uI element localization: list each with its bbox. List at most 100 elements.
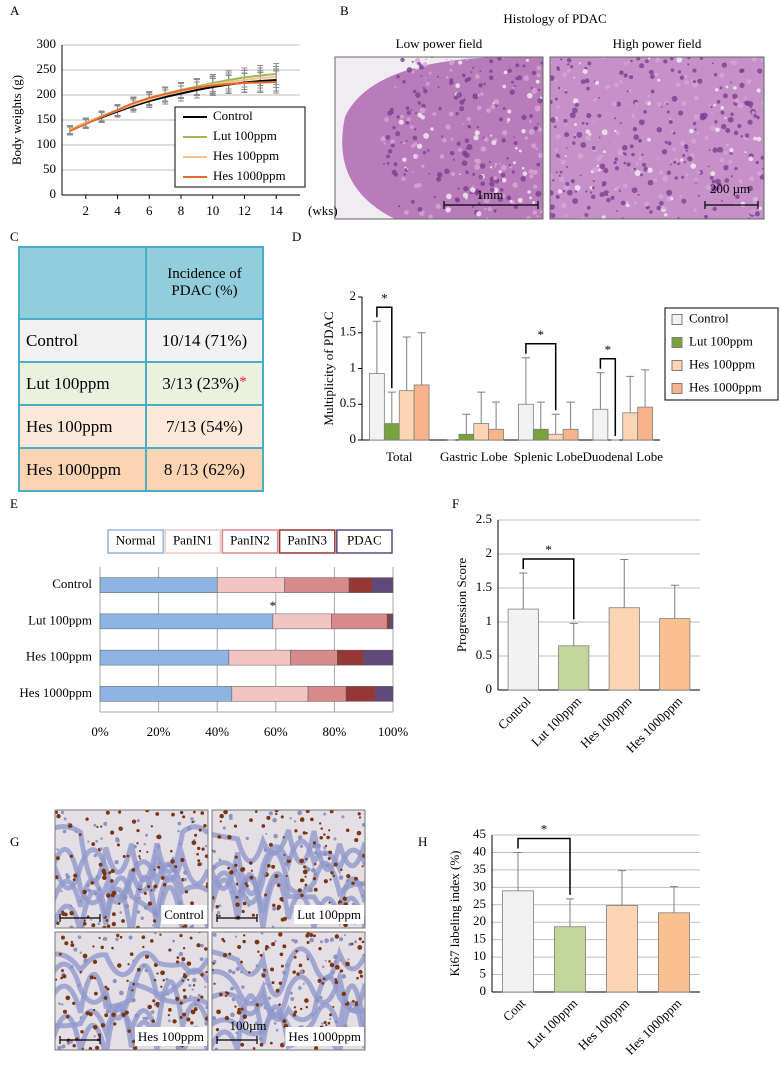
tissue-texture bbox=[725, 127, 731, 134]
tissue-texture bbox=[411, 70, 415, 74]
stained-nucleus bbox=[299, 817, 305, 822]
tissue-texture bbox=[500, 164, 507, 171]
tissue-texture bbox=[557, 189, 563, 194]
y-tick-label: 100 bbox=[37, 136, 57, 151]
stained-nucleus bbox=[333, 954, 339, 960]
tissue-texture bbox=[387, 149, 393, 154]
bar-segment bbox=[231, 686, 309, 702]
stained-nucleus bbox=[153, 978, 157, 982]
stained-nucleus bbox=[341, 815, 345, 819]
tissue-texture bbox=[631, 113, 635, 118]
bar bbox=[658, 912, 691, 993]
tissue-texture bbox=[614, 82, 619, 88]
stained-nucleus bbox=[178, 951, 184, 957]
tissue-texture bbox=[552, 179, 555, 182]
stained-nucleus bbox=[153, 963, 158, 967]
tissue-texture bbox=[697, 194, 700, 197]
tissue-texture bbox=[659, 200, 664, 206]
legend-box bbox=[107, 529, 164, 554]
tissue-texture bbox=[676, 57, 683, 63]
tissue-texture bbox=[721, 62, 728, 68]
tissue-texture bbox=[411, 60, 414, 63]
stained-nucleus bbox=[303, 865, 307, 869]
stained-nucleus bbox=[196, 852, 199, 856]
stained-nucleus bbox=[297, 888, 302, 893]
stained-nucleus bbox=[60, 890, 63, 893]
tissue-texture bbox=[574, 122, 577, 126]
stained-nucleus bbox=[339, 969, 344, 973]
label-bg bbox=[161, 904, 208, 924]
tissue-texture bbox=[526, 58, 530, 62]
stained-nucleus bbox=[97, 922, 101, 926]
tissue-texture bbox=[670, 130, 674, 133]
tissue-texture bbox=[565, 181, 570, 186]
stained-nucleus bbox=[272, 906, 277, 911]
tissue-texture bbox=[485, 108, 491, 113]
stained-nucleus bbox=[204, 947, 208, 951]
bar bbox=[592, 408, 609, 441]
tissue-texture bbox=[631, 187, 638, 194]
stained-nucleus bbox=[214, 1047, 219, 1050]
bar bbox=[637, 406, 653, 441]
bar bbox=[518, 403, 534, 441]
tissue-texture bbox=[517, 197, 523, 203]
stained-nucleus bbox=[241, 985, 245, 989]
stained-nucleus bbox=[305, 933, 310, 938]
y-tick-label: 0 bbox=[350, 431, 357, 446]
tissue-texture bbox=[445, 124, 451, 130]
stained-nucleus bbox=[217, 911, 221, 915]
stained-nucleus bbox=[362, 861, 365, 866]
stained-nucleus bbox=[237, 1007, 241, 1011]
tissue-texture bbox=[722, 93, 728, 99]
stained-nucleus bbox=[330, 871, 334, 875]
tissue-texture bbox=[693, 178, 699, 184]
stained-nucleus bbox=[182, 815, 186, 819]
stained-nucleus bbox=[305, 1005, 309, 1009]
label-bg bbox=[294, 904, 364, 924]
tissue-texture bbox=[684, 145, 689, 150]
error-bar bbox=[372, 320, 381, 374]
tissue-texture bbox=[710, 185, 717, 192]
stained-nucleus bbox=[280, 815, 284, 819]
tissue-texture bbox=[650, 74, 655, 79]
stained-nucleus bbox=[166, 993, 170, 996]
tissue-texture bbox=[721, 123, 727, 130]
stained-nucleus bbox=[78, 899, 82, 903]
stained-nucleus bbox=[235, 902, 240, 907]
tissue-texture bbox=[540, 61, 543, 65]
tissue-texture bbox=[626, 162, 631, 167]
tissue-texture bbox=[498, 117, 504, 122]
tissue-texture bbox=[656, 205, 662, 211]
stained-nucleus bbox=[64, 941, 69, 946]
tissue-texture bbox=[493, 176, 498, 181]
tissue-texture bbox=[479, 70, 482, 73]
tissue-texture bbox=[631, 152, 635, 157]
stained-nucleus bbox=[65, 995, 71, 1001]
tissue-texture bbox=[619, 122, 622, 125]
stained-nucleus bbox=[148, 876, 152, 880]
tissue-texture bbox=[692, 68, 697, 73]
x-tick-label: 100% bbox=[378, 724, 409, 739]
stained-nucleus bbox=[240, 970, 244, 974]
stained-nucleus bbox=[231, 997, 236, 1002]
stained-nucleus bbox=[354, 876, 358, 881]
stained-nucleus bbox=[223, 810, 228, 815]
stained-nucleus bbox=[283, 853, 286, 856]
stained-nucleus bbox=[182, 946, 186, 950]
stained-nucleus bbox=[357, 812, 361, 816]
bar bbox=[458, 433, 475, 441]
tissue-texture bbox=[684, 74, 688, 78]
tissue-texture bbox=[497, 57, 502, 61]
stained-nucleus bbox=[166, 863, 172, 868]
bar-segment bbox=[228, 649, 291, 666]
stained-nucleus bbox=[321, 1022, 324, 1025]
tissue-texture bbox=[720, 106, 725, 110]
tissue-texture bbox=[420, 115, 425, 120]
stained-nucleus bbox=[212, 959, 217, 964]
tissue-texture bbox=[711, 179, 716, 184]
stained-nucleus bbox=[275, 812, 278, 816]
tissue-texture bbox=[675, 82, 681, 88]
tissue-texture bbox=[634, 101, 639, 106]
tissue-texture bbox=[719, 86, 723, 90]
